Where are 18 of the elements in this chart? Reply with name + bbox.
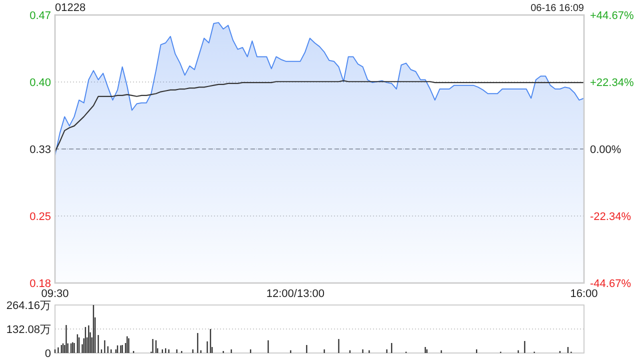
y2-tick-label: -44.67%	[590, 278, 632, 290]
y2-tick-label: +44.67%	[590, 10, 634, 22]
y-tick-label: 264.16万	[6, 300, 51, 312]
y-tick-label: 0.25	[30, 211, 51, 223]
text: 06-16 16:09	[530, 3, 584, 14]
y2-tick-label: +22.34%	[590, 76, 634, 89]
y-tick-label: 0	[44, 348, 51, 360]
chart-title: 01228	[55, 2, 86, 14]
y-tick-label: 0.33	[30, 144, 51, 156]
x-tick-label: 09:30	[41, 288, 69, 300]
y-tick-label: 0.40	[30, 77, 51, 89]
y2-tick-label: -22.34%	[590, 211, 632, 224]
y-tick-label: 0.47	[30, 10, 51, 22]
x-tick-label: 16:00	[570, 288, 598, 300]
y2-tick-label: 0.00%	[590, 144, 622, 156]
y-tick-label: 0.18	[30, 278, 51, 290]
y-tick-label: 132.08万	[6, 324, 51, 336]
x-tick-label: 12:00/13:00	[266, 288, 325, 300]
